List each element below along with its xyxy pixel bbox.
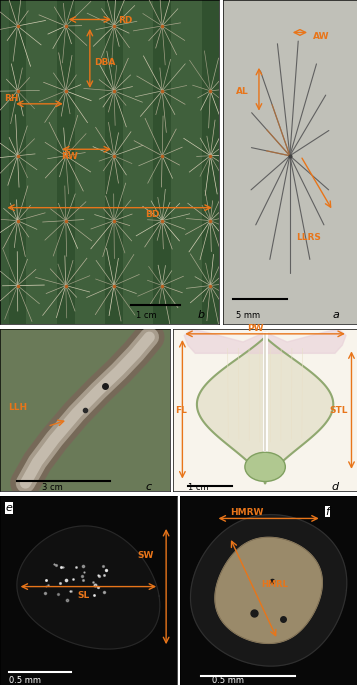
Bar bbox=[57, 0, 75, 325]
Bar bbox=[26, 0, 57, 325]
Polygon shape bbox=[191, 514, 347, 666]
Text: HMRL: HMRL bbox=[262, 580, 288, 588]
Polygon shape bbox=[184, 329, 346, 353]
Text: AL: AL bbox=[236, 87, 249, 96]
Text: 1 cm: 1 cm bbox=[188, 484, 208, 493]
Polygon shape bbox=[17, 526, 160, 649]
Polygon shape bbox=[197, 337, 333, 483]
Text: f: f bbox=[325, 507, 329, 516]
Text: FL: FL bbox=[175, 406, 187, 415]
Bar bbox=[75, 0, 105, 325]
Text: c: c bbox=[146, 482, 152, 492]
Text: PW: PW bbox=[247, 323, 263, 333]
Text: 3 cm: 3 cm bbox=[42, 483, 63, 492]
Text: 0.5 mm: 0.5 mm bbox=[9, 676, 41, 685]
Text: HMRW: HMRW bbox=[230, 508, 263, 516]
Bar bbox=[105, 0, 123, 325]
Bar bbox=[171, 0, 202, 325]
Text: a: a bbox=[333, 310, 340, 320]
Text: BD: BD bbox=[145, 210, 159, 219]
Bar bbox=[9, 0, 26, 325]
Bar bbox=[123, 0, 154, 325]
Text: SL: SL bbox=[78, 591, 90, 600]
Text: DBA: DBA bbox=[94, 58, 116, 67]
Text: AW: AW bbox=[313, 32, 329, 41]
Text: d: d bbox=[331, 482, 338, 492]
Ellipse shape bbox=[245, 452, 285, 482]
Text: 1 cm: 1 cm bbox=[136, 311, 156, 320]
Text: e: e bbox=[5, 503, 12, 513]
Text: LLRS: LLRS bbox=[297, 233, 321, 242]
Text: RH: RH bbox=[4, 94, 19, 103]
Polygon shape bbox=[215, 537, 322, 643]
Text: STL: STL bbox=[330, 406, 348, 415]
Text: LLH: LLH bbox=[9, 403, 27, 412]
Text: RD: RD bbox=[118, 16, 133, 25]
Text: 5 mm: 5 mm bbox=[236, 311, 260, 320]
Bar bbox=[202, 0, 219, 325]
Text: RW: RW bbox=[61, 152, 78, 161]
Text: 0.5 mm: 0.5 mm bbox=[212, 676, 244, 685]
Text: b: b bbox=[197, 310, 204, 320]
Bar bbox=[154, 0, 171, 325]
Text: SW: SW bbox=[138, 551, 154, 560]
